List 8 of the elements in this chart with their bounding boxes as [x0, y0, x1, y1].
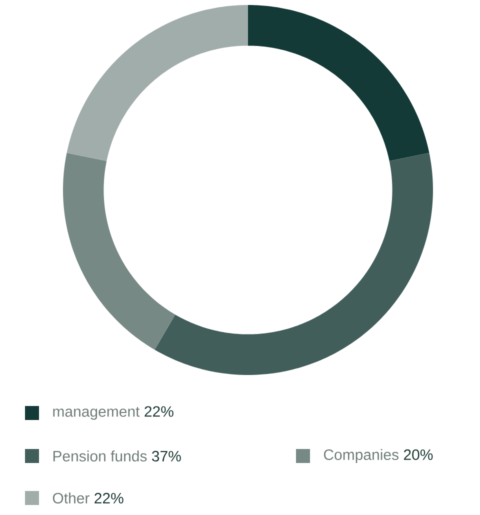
legend-label: Other — [52, 492, 90, 504]
data-label: 37% — [152, 450, 181, 462]
data-label: 22% — [144, 406, 174, 417]
legend-label: management — [53, 406, 140, 420]
data-label: 20% — [404, 449, 433, 460]
legend-label: Pension funds — [53, 450, 147, 462]
legend-label: Companies — [324, 449, 398, 463]
data-label: 22% — [94, 492, 124, 504]
